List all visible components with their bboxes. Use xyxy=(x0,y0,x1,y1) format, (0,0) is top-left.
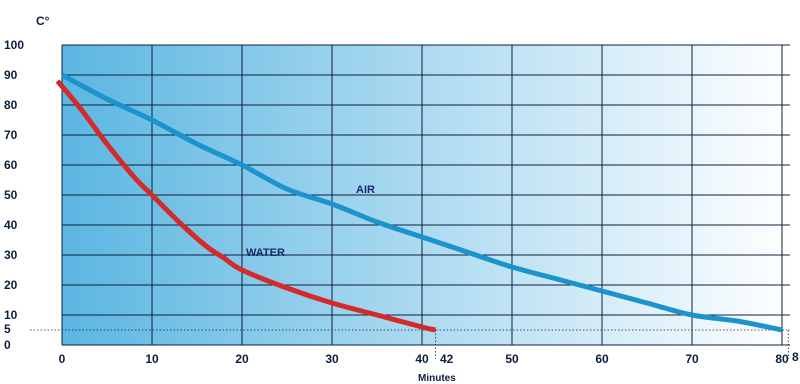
x-tick-label: 20 xyxy=(235,352,249,366)
grid-lines xyxy=(61,44,790,346)
x-tick-labels: 0 10 20 30 40 50 60 70 80 xyxy=(59,352,789,366)
y-tick-label: 50 xyxy=(4,188,18,202)
y-tick-label-extra: 5 xyxy=(4,322,11,336)
y-tick-label: 100 xyxy=(4,38,24,52)
series-lines xyxy=(55,72,783,333)
y-tick-label: 20 xyxy=(4,278,18,292)
y-tick-label: 40 xyxy=(4,218,18,232)
y-tick-label: 90 xyxy=(4,68,18,82)
y-tick-label: 30 xyxy=(4,248,18,262)
y-axis-label: C° xyxy=(36,14,50,28)
x-axis-label: Minutes xyxy=(418,373,456,384)
y-tick-label: 70 xyxy=(4,128,18,142)
series-label-air: AIR xyxy=(356,184,375,196)
y-tick-labels: 0 10 20 30 40 50 60 70 80 90 100 xyxy=(4,38,24,352)
x-tick-label: 60 xyxy=(595,352,609,366)
x-tick-label: 30 xyxy=(325,352,339,366)
x-tick-label: 70 xyxy=(685,352,699,366)
y-tick-label: 80 xyxy=(4,98,18,112)
x-tick-label: 10 xyxy=(145,352,159,366)
series-line-water xyxy=(55,79,437,333)
y-tick-label: 10 xyxy=(4,308,18,322)
x-tick-label: 80 xyxy=(775,352,789,366)
series-label-water: WATER xyxy=(246,247,285,259)
x-tick-label: 50 xyxy=(505,352,519,366)
x-tick-label: 40 xyxy=(415,352,429,366)
x-tick-label-extra-42: 42 xyxy=(440,352,454,366)
y-tick-label: 0 xyxy=(4,338,11,352)
series-line-air xyxy=(60,72,783,333)
x-tick-label: 0 xyxy=(59,352,66,366)
x-tick-label-extra-8: 8 xyxy=(792,350,799,364)
y-tick-label: 60 xyxy=(4,158,18,172)
reference-lines xyxy=(30,329,790,359)
